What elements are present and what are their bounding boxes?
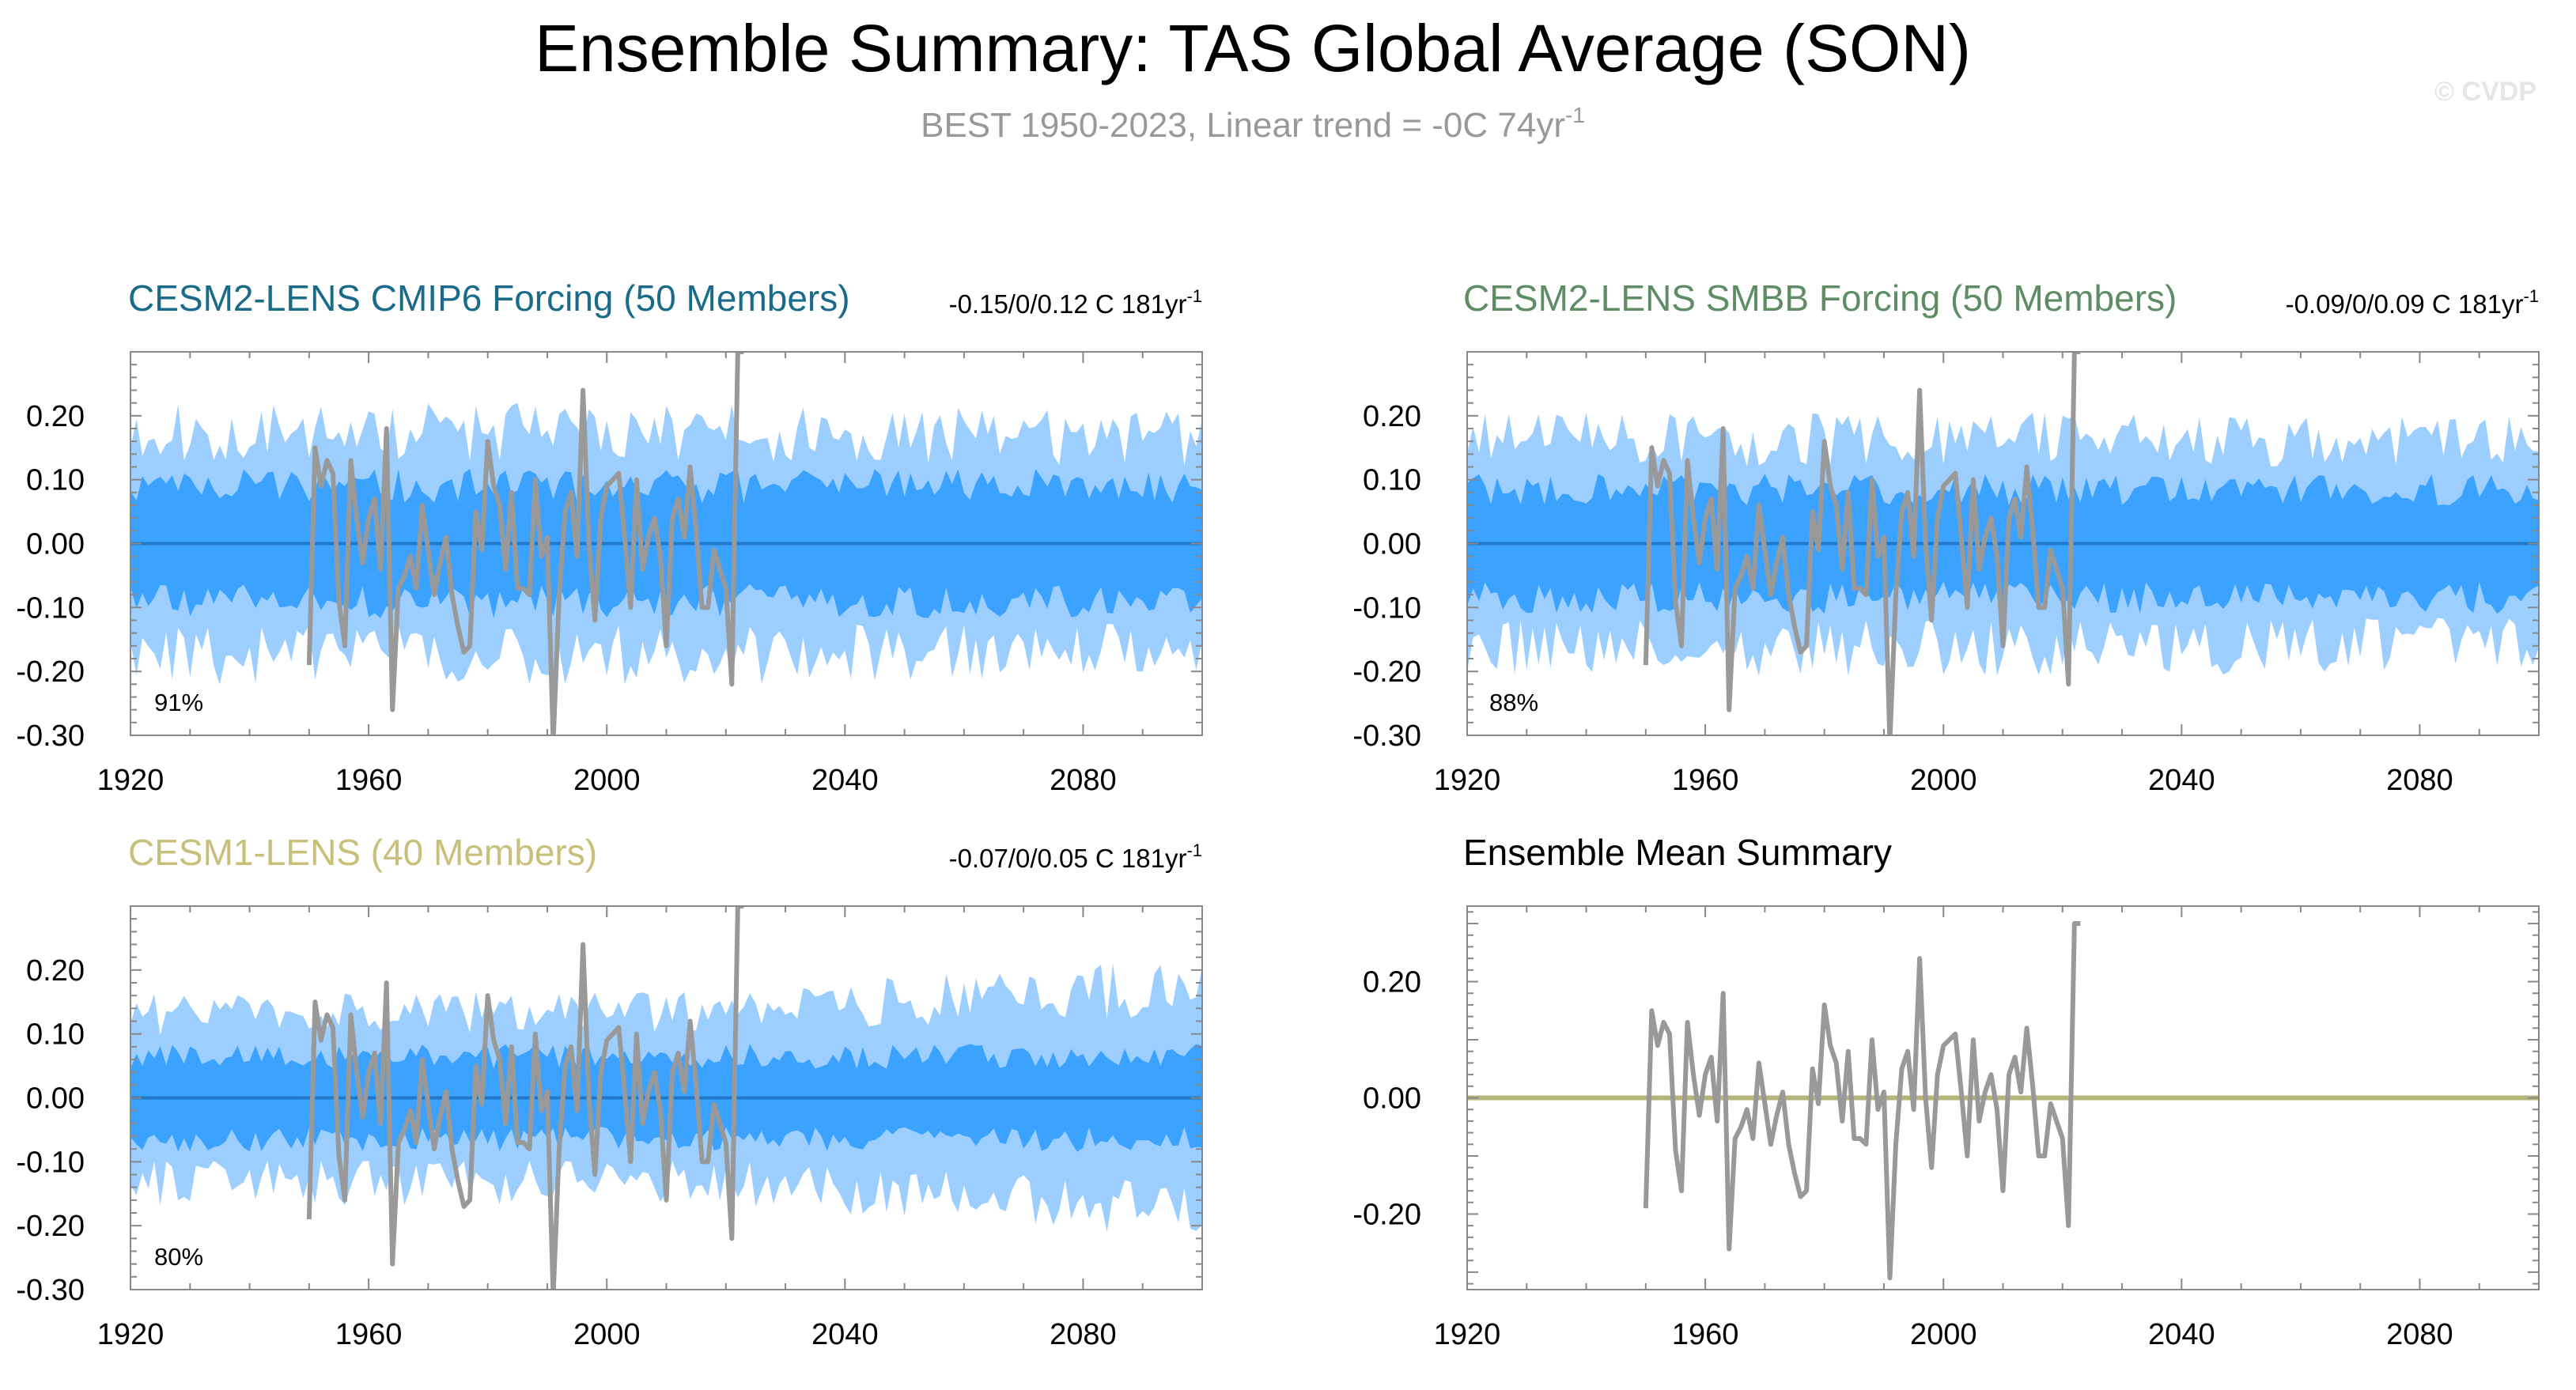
plot-area: 1920 1960 2000 2040 2080 0.20 0.00 -0.20: [1352, 905, 2540, 1351]
panel-title: Ensemble Mean Summary: [1463, 832, 1892, 873]
x-tick-label: 2040: [811, 764, 879, 797]
y-tick-label: -0.20: [16, 655, 85, 689]
figure-title: Ensemble Summary: TAS Global Average (SO…: [535, 11, 1971, 85]
percent-label: 91%: [154, 689, 203, 716]
panel-cesm2-smbb: CESM2-LENS SMBB Forcing (50 Members) -0.…: [1352, 278, 2540, 797]
x-tick-label: 1920: [97, 764, 165, 797]
plot-area: 1920 1960 2000 2040 2080 0.20 0.10 0.00 -0.10 -0.…: [1352, 351, 2540, 797]
x-tick-label: 2000: [573, 1318, 641, 1351]
panel-title: CESM1-LENS (40 Members): [128, 832, 597, 873]
x-tick-label: 1960: [335, 764, 403, 797]
panel-title: CESM2-LENS SMBB Forcing (50 Members): [1463, 278, 2177, 319]
y-tick-label: -0.30: [16, 1274, 85, 1307]
x-tick-label: 2080: [1050, 1318, 1117, 1351]
y-tick-label: 0.10: [26, 464, 85, 497]
y-tick-label: 0.10: [1363, 464, 1421, 497]
figure-subtitle: BEST 1950-2023, Linear trend = -0C 74yr-…: [921, 103, 1585, 145]
x-tick-label: 2080: [1050, 764, 1117, 797]
subtitle-superscript: -1: [1565, 103, 1585, 127]
trend-label: -0.07/0/0.05 C 181yr-1: [949, 840, 1202, 873]
y-tick-label: 0.20: [1363, 400, 1421, 433]
x-tick-label: 1960: [1672, 1318, 1739, 1351]
trend-superscript: -1: [2523, 286, 2539, 306]
x-tick-label: 2080: [2386, 764, 2453, 797]
plot-area: 1920 1960 2000 2040 2080 0.20 0.10 0.00 -0.10 -0.…: [16, 905, 1203, 1351]
trend-superscript: -1: [1186, 286, 1202, 306]
y-tick-label: -0.20: [16, 1210, 85, 1243]
y-tick-label: -0.30: [16, 720, 85, 753]
panel-title: CESM2-LENS CMIP6 Forcing (50 Members): [128, 278, 850, 319]
trend-label: -0.09/0/0.09 C 181yr-1: [2286, 286, 2539, 319]
x-tick-label: 1960: [335, 1318, 403, 1351]
x-tick-label: 2040: [2148, 1318, 2215, 1351]
x-tick-label: 2040: [811, 1318, 879, 1351]
x-tick-label: 2040: [2148, 764, 2215, 797]
x-tick-label: 1920: [1434, 764, 1501, 797]
x-tick-label: 1920: [1434, 1318, 1501, 1351]
y-tick-label: 0.00: [26, 528, 85, 561]
x-tick-label: 2080: [2386, 1318, 2453, 1351]
y-tick-label: -0.10: [1352, 591, 1421, 625]
x-tick-label: 1960: [1672, 764, 1739, 797]
percent-label: 80%: [154, 1243, 203, 1271]
x-tick-label: 2000: [1910, 764, 1977, 797]
observations-line: [1643, 921, 2081, 1281]
trend-value: -0.09/0/0.09 C 181yr: [2286, 289, 2524, 319]
subtitle-text: BEST 1950-2023, Linear trend = -0C 74yr: [921, 106, 1565, 145]
plot-area: 1920 1960 2000 2040 2080 0.20 0.10 0.00 -0.10 -0.…: [16, 351, 1203, 797]
percent-label: 88%: [1489, 689, 1538, 716]
panel-cesm1-lens: CESM1-LENS (40 Members) -0.07/0/0.05 C 1…: [16, 832, 1203, 1351]
y-tick-label: 0.20: [1363, 966, 1421, 999]
y-tick-label: 0.20: [26, 954, 85, 988]
y-tick-label: 0.00: [1363, 1082, 1421, 1116]
x-tick-label: 1920: [97, 1318, 165, 1351]
y-tick-label: 0.00: [1363, 528, 1421, 561]
y-tick-label: -0.30: [1352, 720, 1421, 753]
y-tick-label: 0.20: [26, 400, 85, 433]
x-tick-label: 2000: [573, 764, 641, 797]
y-tick-label: 0.00: [26, 1082, 85, 1116]
y-tick-label: 0.10: [26, 1018, 85, 1052]
observations-line: [306, 906, 744, 1290]
trend-superscript: -1: [1186, 840, 1202, 860]
panel-ensemble-mean-summary: Ensemble Mean Summary 1920 1960 2000 2040 20…: [1352, 832, 2540, 1351]
y-tick-label: -0.20: [1352, 1198, 1421, 1231]
y-tick-label: -0.10: [16, 1146, 85, 1179]
trend-label: -0.15/0/0.12 C 181yr-1: [949, 286, 1202, 319]
trend-value: -0.15/0/0.12 C 181yr: [949, 289, 1187, 319]
panel-cesm2-cmip6: CESM2-LENS CMIP6 Forcing (50 Members) -0…: [16, 278, 1203, 797]
observations-line: [306, 352, 744, 735]
trend-value: -0.07/0/0.05 C 181yr: [949, 844, 1187, 873]
observations-line: [1643, 352, 2081, 735]
y-tick-label: -0.10: [16, 591, 85, 625]
y-tick-label: -0.20: [1352, 655, 1421, 689]
x-tick-label: 2000: [1910, 1318, 1977, 1351]
watermark: © CVDP: [2434, 77, 2536, 107]
